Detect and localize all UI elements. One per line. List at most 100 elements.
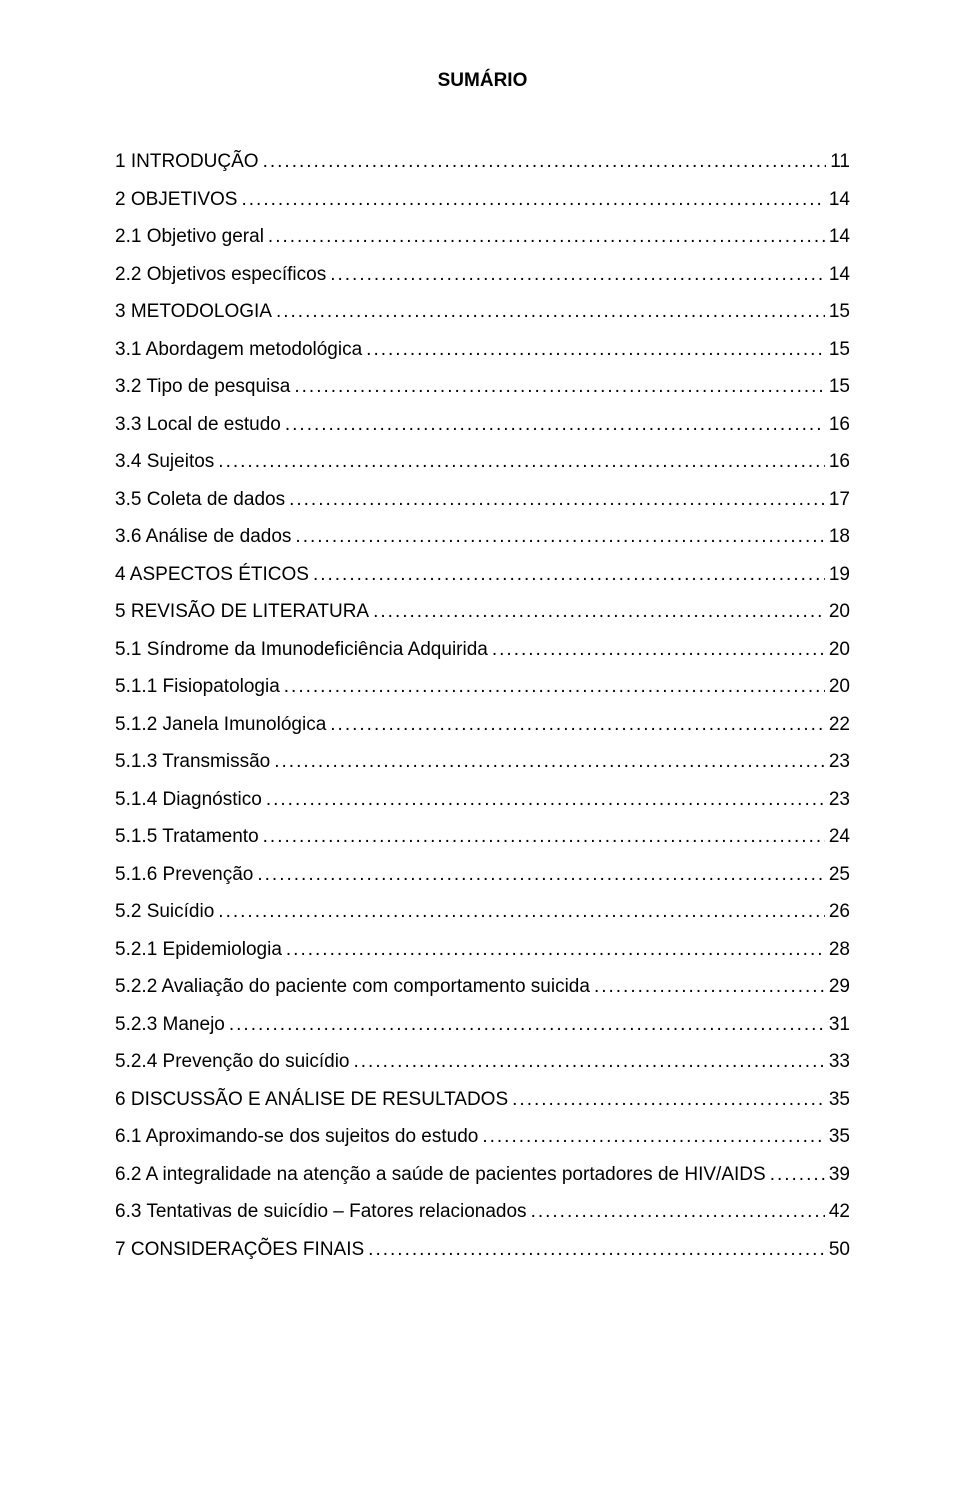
toc-leader-dots [512, 1090, 825, 1109]
toc-entry-page: 20 [829, 677, 850, 696]
toc-entry: 1 INTRODUÇÃO 11 [115, 152, 850, 171]
toc-entry: 5.1.6 Prevenção25 [115, 865, 850, 884]
toc-leader-dots [257, 865, 824, 884]
toc-entry-page: 14 [829, 265, 850, 284]
toc-entry-page: 16 [829, 415, 850, 434]
toc-leader-dots [531, 1202, 825, 1221]
toc-entry: 2 OBJETIVOS 14 [115, 190, 850, 209]
toc-leader-dots [286, 940, 825, 959]
toc-entry-label: 2.1 Objetivo geral [115, 227, 264, 246]
toc-entry-label: 2.2 Objetivos específicos [115, 265, 326, 284]
toc-entry: 6 DISCUSSÃO E ANÁLISE DE RESULTADOS 35 [115, 1090, 850, 1109]
toc-entry-page: 23 [829, 790, 850, 809]
toc-entry: 5 REVISÃO DE LITERATURA 20 [115, 602, 850, 621]
toc-entry-label: 5.2 Suicídio [115, 902, 214, 921]
toc-entry-page: 35 [829, 1090, 850, 1109]
toc-entry-page: 11 [830, 152, 850, 171]
toc-entry: 5.1 Síndrome da Imunodeficiência Adquiri… [115, 640, 850, 659]
toc-entry: 3.2 Tipo de pesquisa 15 [115, 377, 850, 396]
toc-entry: 3.5 Coleta de dados17 [115, 490, 850, 509]
toc-leader-dots [294, 377, 825, 396]
toc-entry: 5.2.1 Epidemiologia 28 [115, 940, 850, 959]
toc-entry: 3.1 Abordagem metodológica 15 [115, 340, 850, 359]
toc-entry-page: 20 [829, 640, 850, 659]
toc-leader-dots [330, 715, 825, 734]
toc-entry: 4 ASPECTOS ÉTICOS 19 [115, 565, 850, 584]
toc-entry: 3.6 Análise de dados 18 [115, 527, 850, 546]
toc-entry-page: 15 [829, 377, 850, 396]
toc-leader-dots [289, 490, 825, 509]
toc-leader-dots [373, 602, 825, 621]
toc-leader-dots [284, 677, 825, 696]
toc-leader-dots [268, 227, 825, 246]
toc-leader-dots [266, 790, 825, 809]
toc-entry-label: 3 METODOLOGIA [115, 302, 272, 321]
toc-entry-label: 3.6 Análise de dados [115, 527, 291, 546]
toc-entry-page: 31 [829, 1015, 850, 1034]
toc-entry: 5.1.1 Fisiopatologia20 [115, 677, 850, 696]
toc-leader-dots [295, 527, 824, 546]
toc-leader-dots [285, 415, 825, 434]
toc-leader-dots [368, 1240, 825, 1259]
toc-entry: 5.2.2 Avaliação do paciente com comporta… [115, 977, 850, 996]
toc-leader-dots [313, 565, 825, 584]
toc-entry-page: 35 [829, 1127, 850, 1146]
toc-leader-dots [218, 452, 825, 471]
toc-entry-label: 5 REVISÃO DE LITERATURA [115, 602, 369, 621]
toc-entry-page: 18 [829, 527, 850, 546]
toc-entry-label: 3.1 Abordagem metodológica [115, 340, 362, 359]
toc-leader-dots [241, 190, 824, 209]
toc-leader-dots [330, 265, 825, 284]
toc-entry-label: 5.2.2 Avaliação do paciente com comporta… [115, 977, 590, 996]
toc-entry-page: 15 [829, 302, 850, 321]
toc-entry-label: 3.5 Coleta de dados [115, 490, 285, 509]
toc-entry: 6.2 A integralidade na atenção a saúde d… [115, 1165, 850, 1184]
toc-leader-dots [492, 640, 825, 659]
toc-leader-dots [482, 1127, 825, 1146]
toc-entry-page: 15 [829, 340, 850, 359]
toc-entry-label: 5.1.3 Transmissão [115, 752, 270, 771]
toc-entry-page: 16 [829, 452, 850, 471]
toc-entry-label: 5.1.2 Janela Imunológica [115, 715, 326, 734]
toc-entry: 5.1.5 Tratamento24 [115, 827, 850, 846]
toc-entry-label: 3.2 Tipo de pesquisa [115, 377, 290, 396]
toc-entry-page: 42 [829, 1202, 850, 1221]
toc-entry: 5.2 Suicídio 26 [115, 902, 850, 921]
toc-entry: 6.3 Tentativas de suicídio – Fatores rel… [115, 1202, 850, 1221]
toc-entry-label: 2 OBJETIVOS [115, 190, 237, 209]
toc-leader-dots [263, 827, 825, 846]
toc-entry: 2.2 Objetivos específicos 14 [115, 265, 850, 284]
toc-entry-page: 26 [829, 902, 850, 921]
toc-leader-dots [366, 340, 825, 359]
toc-entry-label: 5.2.4 Prevenção do suicídio [115, 1052, 350, 1071]
toc-entry-page: 14 [829, 190, 850, 209]
toc-entry-label: 6.3 Tentativas de suicídio – Fatores rel… [115, 1202, 527, 1221]
toc-entry-label: 5.2.3 Manejo [115, 1015, 225, 1034]
toc-leader-dots [594, 977, 825, 996]
toc-entry-label: 5.1.4 Diagnóstico [115, 790, 262, 809]
toc-entry: 5.1.4 Diagnóstico 23 [115, 790, 850, 809]
toc-entry-label: 5.2.1 Epidemiologia [115, 940, 282, 959]
toc-entry-page: 29 [829, 977, 850, 996]
toc-entry-label: 5.1.6 Prevenção [115, 865, 253, 884]
toc-entry-page: 24 [829, 827, 850, 846]
toc-entry-label: 6 DISCUSSÃO E ANÁLISE DE RESULTADOS [115, 1090, 508, 1109]
toc-leader-dots [229, 1015, 825, 1034]
toc-entry: 3.4 Sujeitos 16 [115, 452, 850, 471]
toc-entry: 6.1 Aproximando-se dos sujeitos do estud… [115, 1127, 850, 1146]
toc-leader-dots [263, 152, 827, 171]
toc-entry-label: 5.1 Síndrome da Imunodeficiência Adquiri… [115, 640, 488, 659]
document-title: SUMÁRIO [115, 70, 850, 92]
toc-entry-page: 23 [829, 752, 850, 771]
toc-entry-label: 3.3 Local de estudo [115, 415, 281, 434]
toc-entry-label: 4 ASPECTOS ÉTICOS [115, 565, 309, 584]
toc-leader-dots [274, 752, 825, 771]
toc-entry-label: 1 INTRODUÇÃO [115, 152, 259, 171]
toc-entry-page: 28 [829, 940, 850, 959]
toc-entry-label: 6.2 A integralidade na atenção a saúde d… [115, 1165, 766, 1184]
toc-entry: 5.2.4 Prevenção do suicídio33 [115, 1052, 850, 1071]
toc-entry-page: 19 [829, 565, 850, 584]
toc-entry-page: 20 [829, 602, 850, 621]
toc-entry-label: 3.4 Sujeitos [115, 452, 214, 471]
toc-entry-label: 6.1 Aproximando-se dos sujeitos do estud… [115, 1127, 478, 1146]
